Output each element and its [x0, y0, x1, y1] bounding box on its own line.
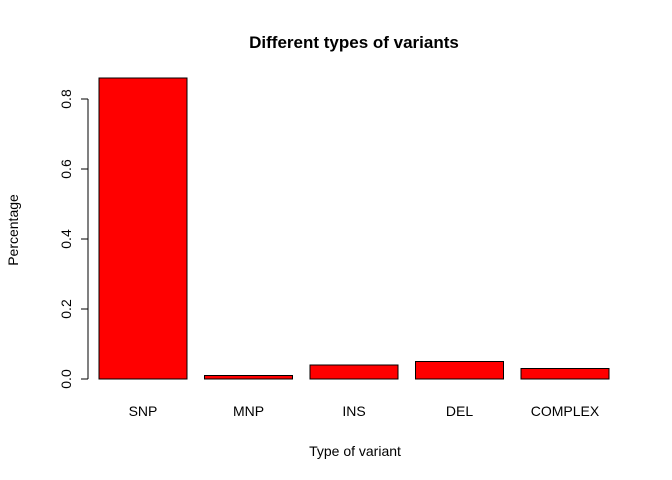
y-axis: 0.0 0.2 0.4 0.6 0.8: [58, 89, 89, 389]
x-tick-label: COMPLEX: [531, 403, 600, 419]
y-axis-label: Percentage: [5, 194, 21, 266]
bar-complex: [520, 368, 610, 380]
bar-del: [415, 361, 504, 380]
x-tick-labels: SNP MNP INS DEL COMPLEX: [129, 403, 600, 419]
bar-ins: [309, 364, 399, 380]
x-tick-label: MNP: [233, 403, 264, 419]
y-tick-label: 0.6: [58, 159, 74, 179]
x-tick-label: INS: [342, 403, 365, 419]
x-tick-label: DEL: [446, 403, 473, 419]
bar-mnp: [204, 375, 293, 380]
y-tick-label: 0.8: [58, 89, 74, 109]
bar-snp: [98, 77, 188, 380]
bars: [98, 77, 610, 380]
x-tick-label: SNP: [129, 403, 158, 419]
y-tick-label: 0.2: [58, 299, 74, 319]
y-tick-label: 0.0: [58, 369, 74, 389]
x-axis-label: Type of variant: [309, 443, 401, 459]
y-tick-label: 0.4: [58, 229, 74, 249]
chart-title: Different types of variants: [249, 33, 459, 52]
